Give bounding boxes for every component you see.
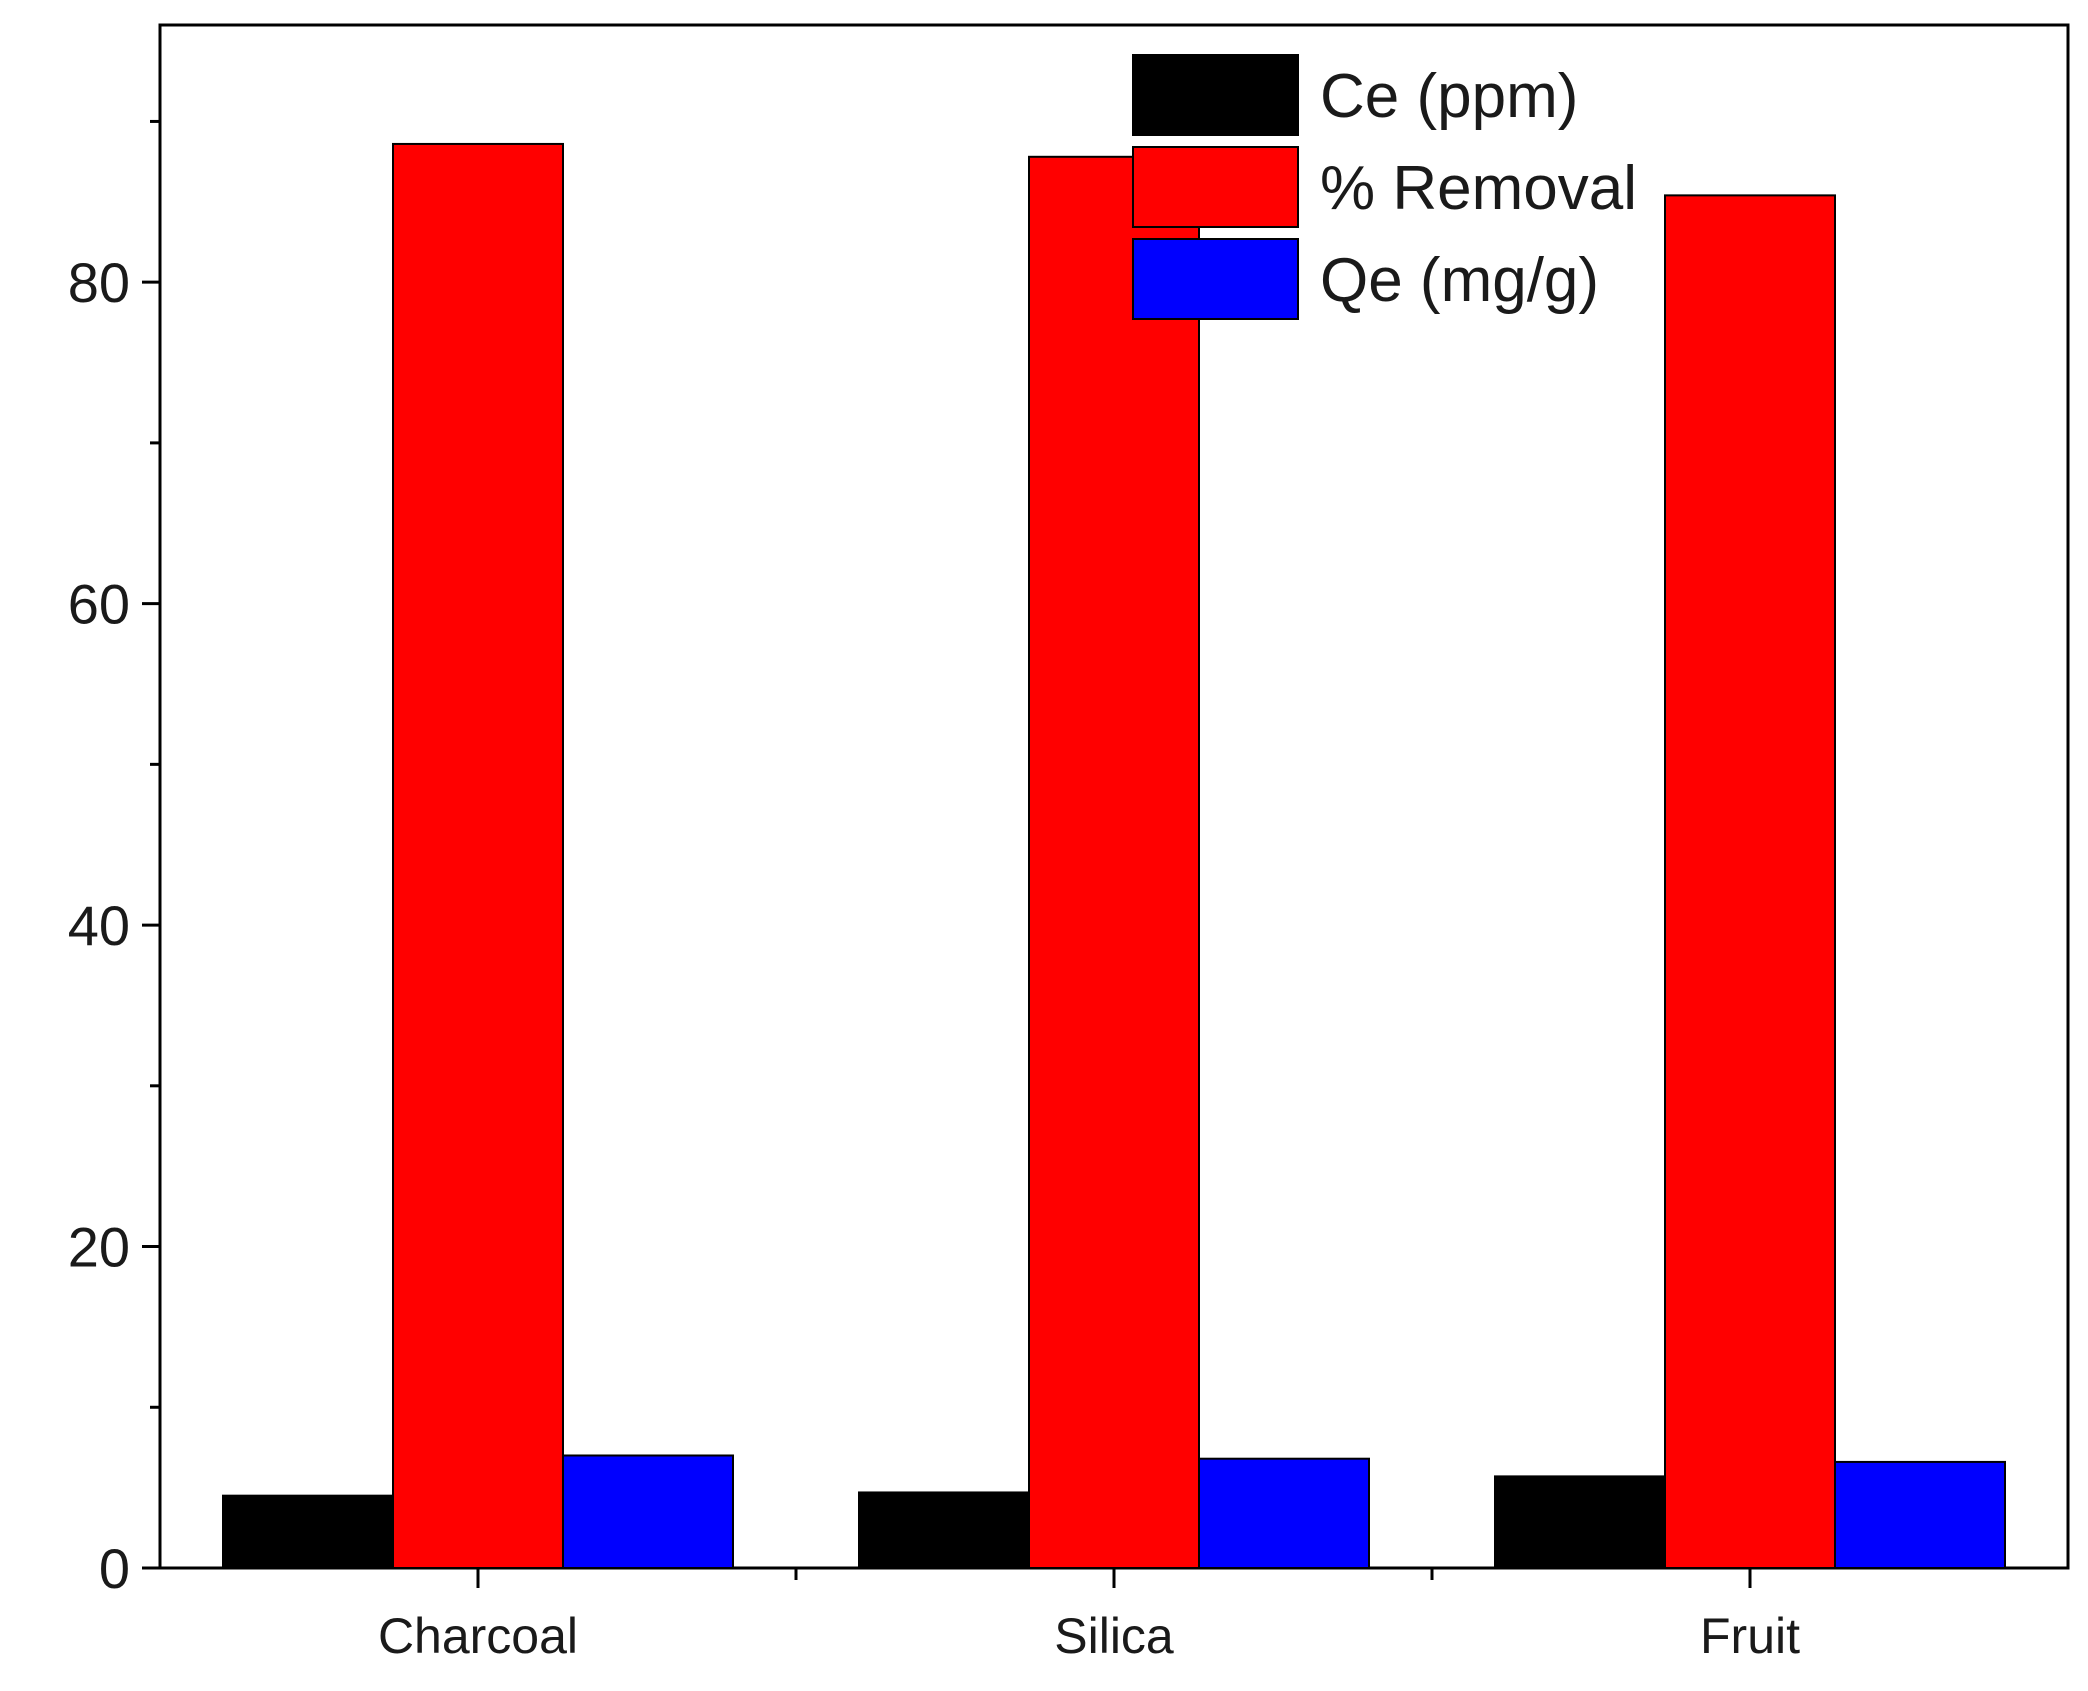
x-tick-label: Charcoal bbox=[378, 1608, 578, 1664]
x-tick-label: Silica bbox=[1054, 1608, 1174, 1664]
legend-swatch bbox=[1132, 238, 1299, 320]
bar-qe-mg-g--silica bbox=[1198, 1457, 1370, 1570]
bar-ce-ppm--charcoal bbox=[222, 1494, 394, 1569]
bar-qe-mg-g--fruit bbox=[1834, 1460, 2006, 1569]
y-tick-label: 80 bbox=[68, 251, 130, 314]
y-tick-label: 40 bbox=[68, 894, 130, 957]
bar-qe-mg-g--charcoal bbox=[562, 1454, 734, 1570]
legend-swatch bbox=[1132, 54, 1299, 136]
legend-label: Qe (mg/g) bbox=[1320, 246, 1599, 315]
chart-axes: 0 20 40 60 80 Charcoal Silica Fruit bbox=[68, 23, 2070, 1664]
bar--removal-fruit bbox=[1664, 194, 1836, 1569]
chart-bars bbox=[222, 142, 2006, 1570]
legend-label: % Removal bbox=[1320, 154, 1637, 223]
bar-ce-ppm--silica bbox=[858, 1491, 1030, 1569]
y-tick-label: 20 bbox=[68, 1216, 130, 1279]
x-tick-label: Fruit bbox=[1700, 1608, 1800, 1664]
legend-swatch bbox=[1132, 146, 1299, 228]
bar--removal-charcoal bbox=[392, 142, 564, 1570]
y-tick-label: 0 bbox=[99, 1537, 130, 1600]
bar-ce-ppm--fruit bbox=[1494, 1475, 1666, 1570]
chart-legend: Ce (ppm) % Removal Qe (mg/g) bbox=[1132, 54, 1637, 320]
legend-label: Ce (ppm) bbox=[1320, 62, 1578, 131]
bar--removal-silica bbox=[1028, 155, 1200, 1569]
y-tick-label: 60 bbox=[68, 573, 130, 636]
